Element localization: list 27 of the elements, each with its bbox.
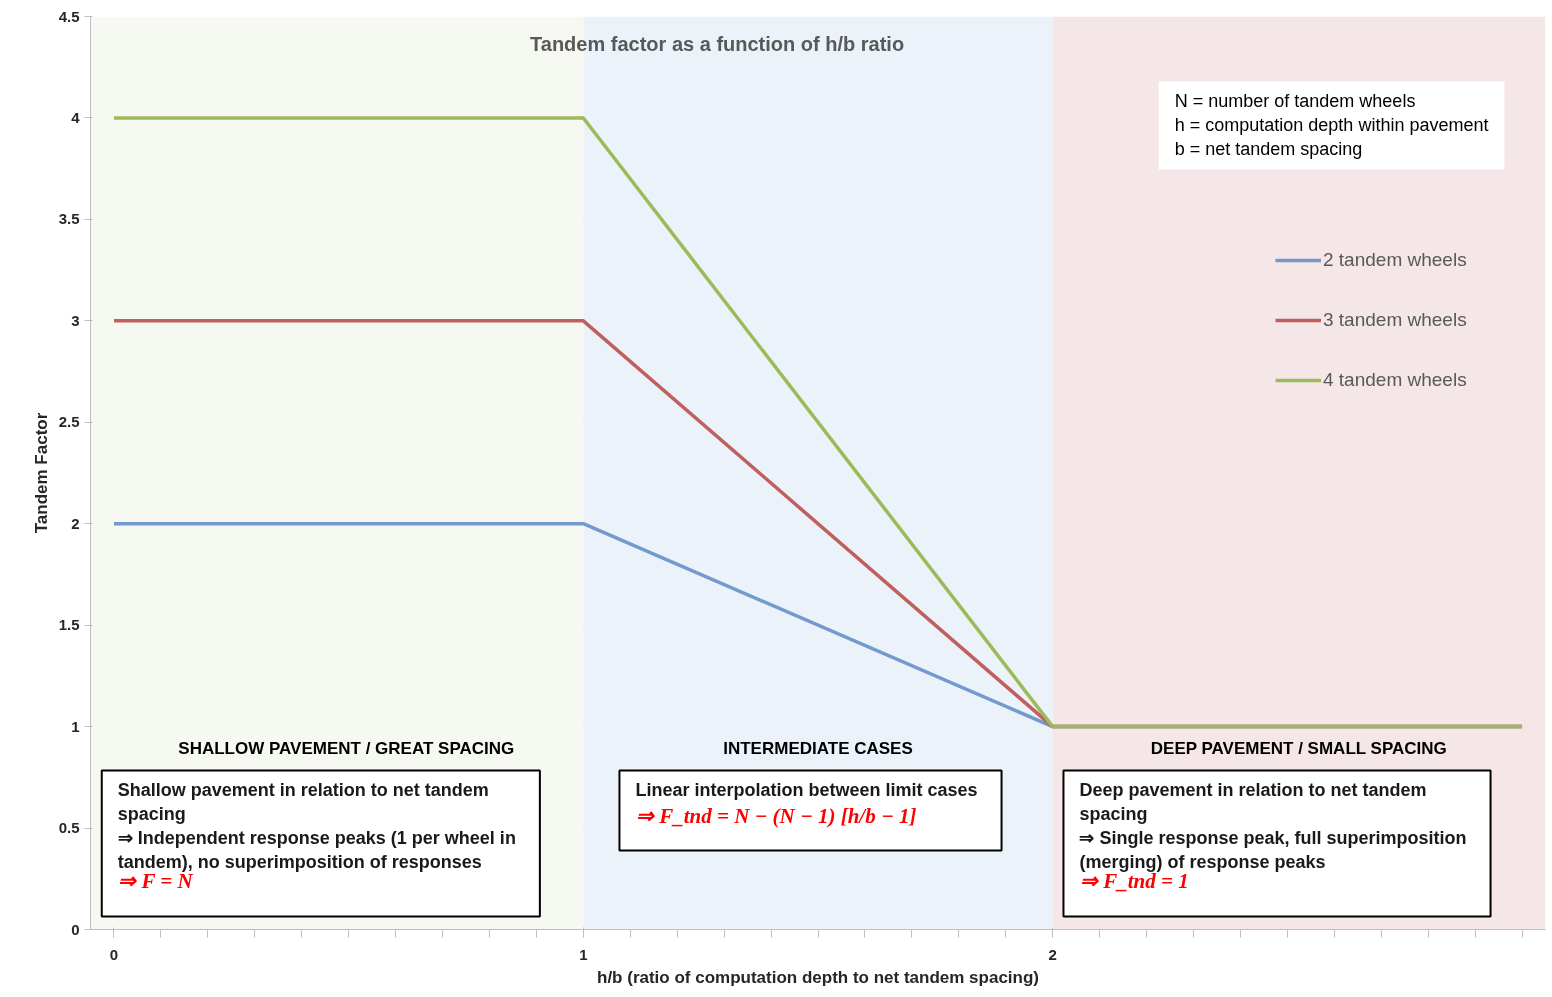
y-tick-label: 0.5 [58,819,80,837]
y-tick-label: 4 [71,108,81,126]
y-tick-label: 1 [71,717,80,735]
annotation: Shallow pavement in relation to net tandem spacing ⇒ Independent response peaks (1 per wheel in tandem), no superimposition of responses [117,780,516,873]
y-tick-label: 4.5 [58,7,80,25]
band-label: SHALLOW PAVEMENT / GREAT SPACING [178,739,515,759]
y-tick-label: 2.5 [58,413,80,431]
band-label: DEEP PAVEMENT / SMALL SPACING [1150,739,1447,759]
y-tick-label: 3 [71,311,80,329]
y-tick-label: 0 [71,920,80,938]
y-tick-label: 1.5 [58,616,80,634]
annotation: Linear interpolation between limit cases [635,780,978,801]
x-tick-label: 0 [109,945,119,963]
legend-label: 4 tandem wheels [1323,369,1467,391]
annotation: N = number of tandem wheels h = computation depth within pavement b = net tandem spacing [1174,91,1489,160]
text: Tandem factor as a function of h/b ratio [530,32,905,55]
y-axis-title: Tandem Factor [31,412,51,534]
legend-label: 3 tandem wheels [1323,309,1467,331]
band-label: INTERMEDIATE CASES [723,739,913,759]
x-tick-label: 2 [1048,945,1057,963]
annotation: ⇒ F_tnd = N − (N − 1) [h/b − 1] [635,804,917,829]
y-tick-label: 2 [71,514,80,532]
y-tick-label: 3.5 [58,210,80,228]
legend-label: 2 tandem wheels [1323,249,1467,271]
annotation: Deep pavement in relation to net tandem spacing ⇒ Single response peak, full superimposition (merging) of response peaks [1079,780,1467,873]
x-axis-title: h/b (ratio of computation depth to net tandem spacing) [597,967,1039,987]
x-tick-label: 1 [579,945,588,963]
